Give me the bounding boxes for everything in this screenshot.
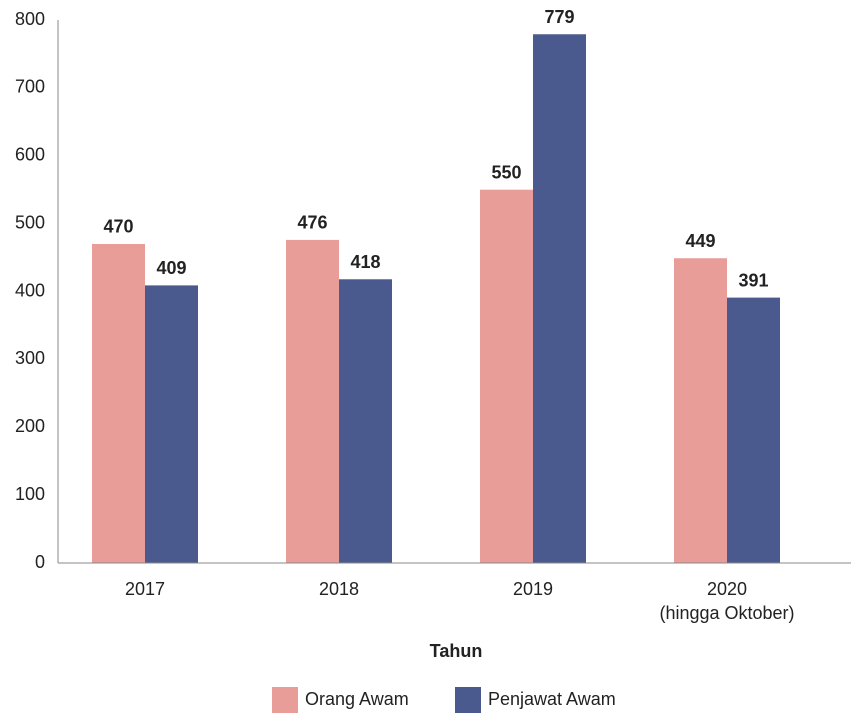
- y-tick-label: 400: [15, 280, 45, 300]
- data-label: 391: [738, 270, 768, 290]
- bar: [674, 258, 727, 563]
- data-label: 418: [350, 252, 380, 272]
- bar: [480, 189, 533, 563]
- x-tick-label: 2019: [513, 579, 553, 599]
- x-axis-label: Tahun: [430, 641, 483, 661]
- y-tick-label: 600: [15, 145, 45, 165]
- bar: [145, 285, 198, 563]
- bar: [533, 34, 586, 564]
- legend-label: Penjawat Awam: [488, 689, 616, 709]
- y-tick-label: 700: [15, 77, 45, 97]
- x-tick-label: 2020 (hingga Oktober): [659, 579, 794, 623]
- data-label: 470: [103, 217, 133, 237]
- x-tick-label: 2018: [319, 579, 359, 599]
- data-label: 476: [297, 213, 327, 233]
- y-tick-label: 0: [35, 552, 45, 572]
- bar: [286, 239, 339, 564]
- y-tick-label: 500: [15, 212, 45, 232]
- bar: [92, 243, 145, 564]
- y-tick-label: 100: [15, 484, 45, 504]
- data-label: 550: [491, 162, 521, 182]
- bar: [339, 279, 392, 563]
- y-tick-label: 200: [15, 416, 45, 436]
- bar: [727, 297, 780, 563]
- legend-label: Orang Awam: [305, 689, 409, 709]
- legend-swatch: [272, 687, 298, 713]
- legend-swatch: [455, 687, 481, 713]
- data-label: 779: [544, 7, 574, 27]
- data-label: 449: [685, 231, 715, 251]
- data-label: 409: [156, 258, 186, 278]
- x-tick-label: 2017: [125, 579, 165, 599]
- y-tick-label: 300: [15, 348, 45, 368]
- y-tick-label: 800: [15, 9, 45, 29]
